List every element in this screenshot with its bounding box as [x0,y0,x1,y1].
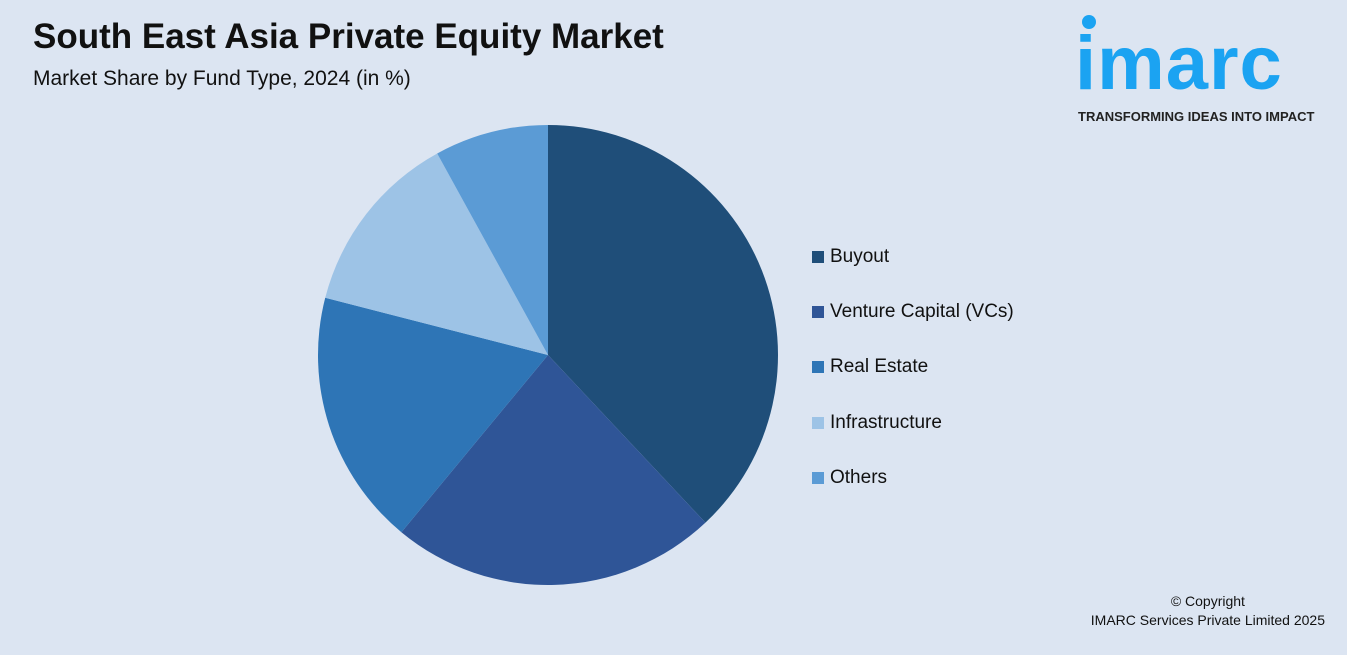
legend-item: Others [812,450,1014,505]
legend-item: Venture Capital (VCs) [812,284,1014,339]
imarc-logo: imarc TRANSFORMING IDEAS INTO IMPACT [1075,12,1335,127]
legend-label: Real Estate [830,356,929,378]
copyright-line: © Copyright [1170,593,1245,609]
logo-dot [1082,15,1096,29]
legend-swatch [812,305,824,318]
company-line: IMARC Services Private Limited 2025 [1090,612,1325,628]
pie-slice-buyout [548,125,778,523]
legend-swatch [812,361,824,374]
pie-slice-others [437,125,548,355]
chart-subtitle: Market Share by Fund Type, 2024 (in %) [33,67,411,90]
legend: Buyout Venture Capital (VCs) Real Estate In… [812,229,1014,505]
logo-tagline: TRANSFORMING IDEAS INTO IMPACT [1078,109,1315,124]
legend-swatch [812,471,824,484]
legend-item: Real Estate [812,340,1014,395]
copyright: © Copyright IMARC Services Private Limit… [1091,592,1325,630]
legend-swatch [812,250,824,263]
legend-label: Buyout [830,245,890,267]
legend-label: Others [830,466,888,488]
pie-slice-real-estate [318,297,548,533]
legend-item: Buyout [812,229,1014,284]
chart-title: South East Asia Private Equity Market [33,17,664,56]
legend-label: Venture Capital (VCs) [830,300,1014,322]
pie-slice-infrastructure [325,153,548,355]
legend-label: Infrastructure [830,411,942,433]
legend-item: Infrastructure [812,395,1014,450]
pie-slice-venture-capital-vcs [401,355,706,586]
logo-wordmark: imarc [1075,21,1283,106]
legend-swatch [812,416,824,429]
